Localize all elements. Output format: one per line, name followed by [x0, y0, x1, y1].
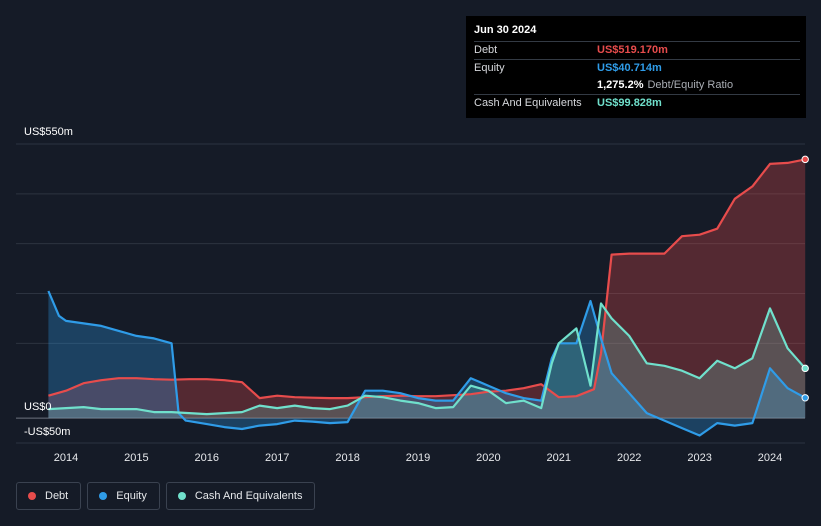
tooltip-row-cash: Cash And Equivalents US$99.828m [474, 94, 800, 112]
x-tick-label: 2018 [335, 452, 359, 464]
tooltip-suffix: Debt/Equity Ratio [647, 79, 734, 91]
x-tick-label: 2015 [124, 452, 148, 464]
x-tick-label: 2016 [195, 452, 219, 464]
y-tick-label-top: US$550m [24, 126, 73, 138]
tooltip-value: US$519.170m [597, 44, 668, 56]
grid [16, 143, 805, 444]
x-axis-ticks: 2014 2015 2016 2017 2018 2019 2020 2021 2022 2023… [54, 452, 782, 464]
x-tick-label: 2021 [547, 452, 571, 464]
series-lines [47, 158, 807, 437]
area-cash [48, 303, 806, 419]
legend-item-cash[interactable]: Cash And Equivalents [165, 482, 316, 510]
area-equity [48, 291, 806, 436]
x-tick-label: 2020 [476, 452, 500, 464]
x-tick-label: 2017 [265, 452, 289, 464]
tooltip-value: US$40.714m [597, 62, 662, 74]
y-tick-label-bottom: -US$50m [24, 426, 70, 438]
chart-legend: Debt Equity Cash And Equivalents [16, 482, 316, 510]
legend-dot-icon [99, 492, 108, 500]
y-tick-label-zero: US$0 [24, 401, 52, 413]
tooltip-label: Equity [474, 62, 505, 74]
line-equity [47, 290, 806, 437]
tooltip-row-ratio: 1,275.2% Debt/Equity Ratio [474, 77, 800, 94]
area-debt [48, 159, 806, 419]
y-axis-ticks: US$550m US$0 -US$50m [24, 126, 73, 438]
data-tooltip: Jun 30 2024 Debt US$519.170m Equity US$4… [466, 16, 806, 118]
end-marker-equity [801, 394, 809, 402]
legend-item-debt[interactable]: Debt [16, 482, 82, 510]
tooltip-label [474, 77, 597, 94]
end-markers [801, 155, 809, 402]
tooltip-date: Jun 30 2024 [474, 24, 537, 36]
series-areas [48, 159, 806, 436]
legend-label: Debt [45, 490, 69, 502]
x-tick-label: 2023 [687, 452, 711, 464]
legend-label: Equity [116, 490, 147, 502]
x-tick-label: 2022 [617, 452, 641, 464]
tooltip-label: Debt [474, 44, 498, 56]
legend-label: Cash And Equivalents [194, 490, 303, 502]
line-debt [48, 158, 806, 400]
end-marker-cash [801, 364, 809, 373]
tooltip-label: Cash And Equivalents [474, 97, 582, 109]
tooltip-value: US$99.828m [597, 97, 662, 109]
legend-dot-icon [28, 492, 36, 500]
x-tick-label: 2024 [758, 452, 782, 464]
legend-item-equity[interactable]: Equity [87, 482, 160, 510]
legend-dot-icon [177, 492, 186, 500]
tooltip-value: 1,275.2% [597, 79, 644, 91]
end-marker-debt [801, 155, 809, 164]
tooltip-row-equity: Equity US$40.714m [474, 59, 800, 77]
tooltip-row-debt: Debt US$519.170m [474, 41, 800, 59]
line-cash [48, 302, 807, 416]
x-tick-label: 2014 [54, 452, 78, 464]
x-tick-label: 2019 [406, 452, 430, 464]
